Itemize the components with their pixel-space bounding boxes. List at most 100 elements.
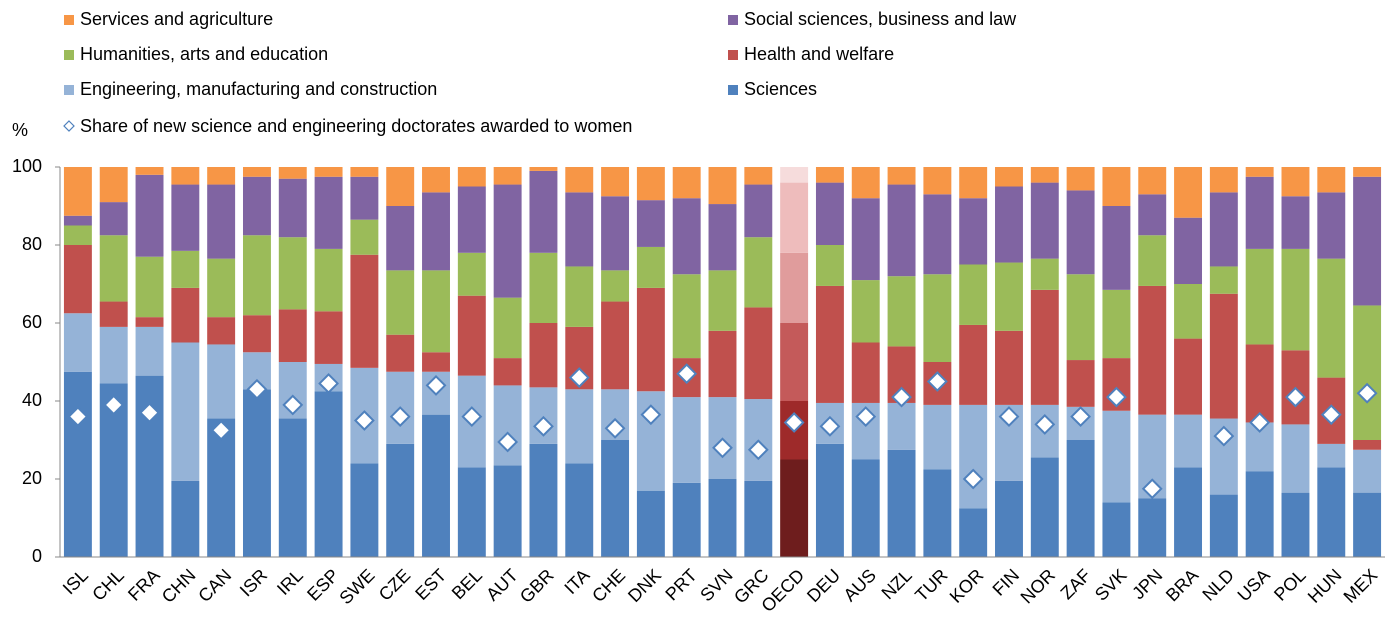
bar-segment (1281, 492, 1310, 557)
bar-segment (959, 324, 988, 405)
bar-segment (1245, 248, 1274, 345)
bar-segment (207, 184, 236, 259)
bar-segment (1174, 217, 1203, 284)
bar-segment (995, 330, 1023, 405)
bar-segment (1317, 192, 1346, 259)
legend-label: Sciences (744, 79, 817, 99)
bar-segment (350, 176, 379, 220)
bar-segment (242, 389, 271, 557)
bar-segment (493, 385, 522, 466)
bar-segment (815, 285, 844, 403)
bar-segment (815, 182, 844, 245)
bar-segment (601, 167, 630, 197)
x-tick-label: SVK (1091, 565, 1131, 605)
bar-segment (815, 167, 844, 183)
bar-segment (959, 264, 988, 325)
bar-segment (565, 167, 594, 193)
bar-segment (1317, 443, 1346, 468)
marker (712, 437, 733, 459)
bar-segment (1209, 494, 1238, 557)
marker (747, 439, 769, 461)
bar-segment (744, 184, 773, 238)
bar-segment (386, 206, 415, 271)
bar-segment (422, 192, 450, 271)
bar-segment (959, 167, 988, 199)
x-tick-label: HUN (1304, 565, 1346, 607)
bar-segment (493, 297, 522, 359)
bar-segment (171, 250, 200, 288)
bar-segment (1138, 498, 1167, 557)
bar-segment (1030, 167, 1059, 183)
bar-segment (923, 167, 952, 195)
bar-segment (278, 309, 307, 362)
bar-segment (780, 459, 809, 557)
marker (855, 406, 877, 428)
bar-segment (457, 167, 486, 187)
bar-segment (135, 317, 164, 327)
marker (461, 406, 483, 428)
marker (282, 394, 304, 416)
bar-segment (1174, 467, 1203, 557)
bar-segment (851, 459, 880, 557)
bar-segment (207, 317, 236, 345)
bar-segment (207, 418, 236, 557)
bar-segment (744, 480, 773, 557)
bar-segment (1066, 190, 1095, 275)
bar-segment (601, 196, 630, 271)
marker (568, 367, 590, 389)
legend-swatch (728, 50, 738, 60)
bar-segment (565, 463, 594, 557)
bar-segment (529, 323, 558, 388)
bar-segment (1102, 502, 1131, 557)
bar-segment (744, 307, 773, 400)
marker (962, 468, 984, 490)
bar-segment (1353, 167, 1382, 177)
bar-segment (1317, 258, 1346, 378)
bar-segment (672, 274, 701, 359)
bar-segment (601, 440, 630, 557)
x-tick-label: AUT (482, 565, 522, 605)
bar-segment (99, 235, 128, 302)
bar-segment (350, 219, 379, 255)
y-tick-label: 60 (22, 312, 42, 332)
x-tick-label: SVN (696, 565, 736, 605)
bar-segment (959, 508, 988, 557)
bar-segment (995, 262, 1023, 331)
bar-segment (171, 480, 200, 557)
legend-label: Health and welfare (744, 44, 894, 64)
bar-segment (1138, 235, 1167, 286)
bar-segment (493, 184, 522, 298)
bar-segment (1138, 167, 1167, 195)
bar-segment (636, 246, 665, 288)
bar-segment (386, 334, 415, 372)
bar-segment (457, 252, 486, 296)
bar-segment (314, 311, 343, 364)
bar-segment (314, 248, 343, 312)
legend-marker (63, 120, 75, 132)
marker (139, 402, 160, 424)
legend-label: Humanities, arts and education (80, 44, 328, 64)
bar-segment (995, 167, 1023, 187)
bar-segment (171, 184, 200, 251)
bar-segment (1353, 305, 1382, 440)
bar-segment (672, 482, 701, 557)
bar-segment (887, 184, 916, 277)
bar-segment (708, 330, 737, 398)
bar-segment (457, 295, 486, 376)
x-tick-label: BRA (1162, 565, 1202, 605)
marker (1106, 386, 1127, 408)
bar-segment (601, 270, 630, 302)
marker (67, 406, 89, 428)
bar-segment (278, 167, 307, 179)
bar-segment (995, 186, 1023, 263)
bar-segment (1245, 176, 1274, 249)
bar-segment (672, 397, 701, 483)
bar-segment (135, 256, 164, 318)
x-tick-label: MEX (1340, 565, 1382, 607)
bar-segment (887, 402, 916, 450)
bar-segment (708, 479, 737, 557)
bar-segment (1066, 440, 1095, 557)
legend-label: Services and agriculture (80, 9, 273, 29)
x-tick-label: NOR (1017, 565, 1059, 607)
bar-segment (851, 342, 880, 403)
